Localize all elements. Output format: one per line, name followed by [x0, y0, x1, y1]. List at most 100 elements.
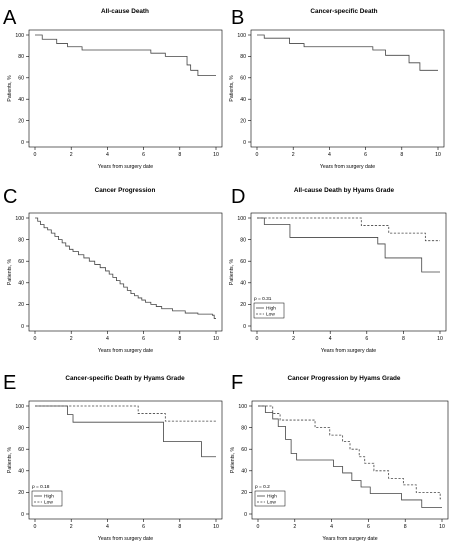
- legend-label: Low: [266, 312, 275, 318]
- x-tick-label: 10: [439, 524, 445, 530]
- p-value: p = 0.31: [254, 296, 272, 302]
- x-tick-label: 2: [70, 524, 73, 530]
- plot-frame: [28, 400, 223, 520]
- x-tick-label: 2: [292, 336, 295, 342]
- p-value: p = 0.2: [255, 484, 270, 490]
- x-tick-label: 0: [34, 152, 37, 158]
- y-axis-label: Patients, %: [7, 75, 13, 102]
- panel-title: Cancer Progression: [95, 187, 156, 194]
- x-tick-label: 6: [364, 152, 367, 158]
- y-tick-label: 80: [240, 54, 246, 60]
- x-tick-label: 6: [142, 336, 145, 342]
- y-axis-label: Patients, %: [230, 446, 236, 473]
- series-line-high: [258, 405, 442, 508]
- x-tick-label: 4: [329, 336, 332, 342]
- x-tick-label: 8: [400, 152, 403, 158]
- x-tick-label: 10: [213, 524, 219, 530]
- y-tick-label: 60: [18, 259, 24, 265]
- y-tick-label: 60: [241, 447, 247, 453]
- y-tick-label: 60: [240, 76, 246, 82]
- x-tick-label: 4: [106, 336, 109, 342]
- y-tick-label: 40: [240, 97, 246, 103]
- legend-box: [31, 490, 63, 507]
- x-tick-label: 0: [256, 336, 259, 342]
- y-tick-label: 80: [240, 237, 246, 243]
- series-line-high: [35, 405, 216, 458]
- panel-b: B Cancer-specific Death 0 20 40 60 80 100 0 2 4 6 8 1…: [229, 7, 445, 170]
- x-tick-label: 0: [257, 524, 260, 530]
- panel-title: Cancer Progression by Hyams Grade: [288, 375, 401, 382]
- series-line-low: [257, 217, 440, 242]
- y-tick-label: 40: [240, 281, 246, 287]
- legend-label: Low: [44, 500, 53, 506]
- x-tick-label: 0: [34, 524, 37, 530]
- panel-letter: E: [3, 372, 16, 394]
- panel-letter: A: [3, 7, 17, 29]
- legend-label: High: [267, 494, 277, 500]
- panel-letter: F: [231, 372, 243, 394]
- legend-label: High: [266, 306, 276, 312]
- legend-box: [254, 490, 286, 507]
- y-tick-label: 80: [241, 425, 247, 431]
- y-tick-label: 100: [15, 216, 24, 222]
- x-tick-label: 10: [435, 152, 441, 158]
- panel-f: F Cancer Progression by Hyams Grade 0 20 40 6…: [230, 372, 449, 542]
- y-tick-label: 100: [237, 33, 246, 39]
- panel-letter: D: [231, 186, 245, 208]
- y-tick-label: 20: [240, 118, 246, 124]
- x-axis-label: Years from surgery date: [320, 164, 375, 170]
- y-tick-label: 20: [241, 490, 247, 496]
- y-tick-label: 80: [18, 237, 24, 243]
- panel-a: A All-cause Death 0 20 40 60 80 100 0 2 4 6 8 10 Years…: [3, 7, 223, 170]
- x-axis-label: Years from surgery date: [322, 536, 377, 542]
- x-tick-label: 4: [106, 152, 109, 158]
- x-tick-label: 0: [256, 152, 259, 158]
- panel-letter: C: [3, 186, 17, 208]
- panel-title: Cancer-specific Death: [310, 8, 377, 15]
- x-tick-label: 6: [142, 524, 145, 530]
- x-tick-label: 4: [328, 152, 331, 158]
- y-tick-label: 40: [241, 469, 247, 475]
- y-tick-label: 0: [243, 140, 246, 146]
- y-axis-label: Patients, %: [7, 446, 13, 473]
- y-axis-label: Patients, %: [229, 258, 235, 285]
- panel-d: D All-cause Death by Hyams Grade 0 20 40 60 80…: [229, 186, 447, 354]
- plot-frame: [28, 29, 223, 148]
- y-tick-label: 0: [21, 512, 24, 518]
- series-line-low: [258, 405, 442, 500]
- panel-c: C Cancer Progression 0 20 40 60 80 100 0 2 4 6 8 10 Ye…: [3, 186, 223, 354]
- x-tick-label: 6: [142, 152, 145, 158]
- x-tick-label: 8: [178, 524, 181, 530]
- y-tick-label: 60: [18, 76, 24, 82]
- x-tick-label: 4: [106, 524, 109, 530]
- series-line-high: [257, 217, 440, 273]
- y-tick-label: 40: [18, 469, 24, 475]
- y-tick-label: 20: [18, 490, 24, 496]
- y-tick-label: 0: [21, 324, 24, 330]
- y-tick-label: 60: [240, 259, 246, 265]
- plot-frame: [250, 212, 447, 332]
- x-tick-label: 0: [34, 336, 37, 342]
- x-tick-label: 10: [213, 336, 219, 342]
- legend-label: Low: [267, 500, 276, 506]
- y-tick-label: 0: [21, 140, 24, 146]
- panel-e: E Cancer-specific Death by Hyams Grade020…: [3, 372, 223, 542]
- y-axis-label: Patients, %: [229, 75, 235, 102]
- x-tick-label: 2: [70, 336, 73, 342]
- y-tick-label: 80: [18, 54, 24, 60]
- x-tick-label: 6: [365, 336, 368, 342]
- y-tick-label: 40: [18, 97, 24, 103]
- legend-box: [253, 302, 285, 319]
- x-axis-label: Years from surgery date: [98, 536, 153, 542]
- y-tick-label: 20: [18, 302, 24, 308]
- y-tick-label: 20: [240, 302, 246, 308]
- panel-title: All-cause Death by Hyams Grade: [294, 187, 395, 194]
- y-tick-label: 100: [15, 404, 24, 410]
- panel-title: All-cause Death: [101, 8, 149, 15]
- x-axis-label: Years from surgery date: [98, 164, 153, 170]
- plot-frame: [28, 212, 223, 332]
